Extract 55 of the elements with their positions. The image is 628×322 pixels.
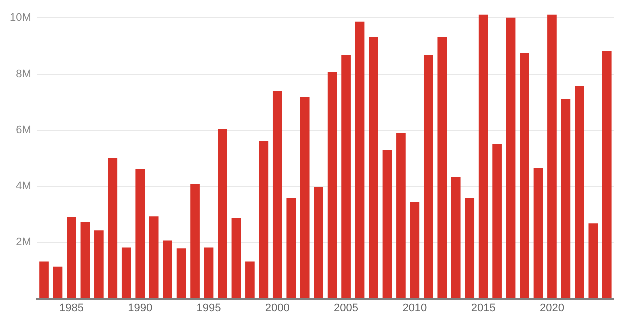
bar bbox=[561, 99, 571, 298]
bar bbox=[465, 198, 475, 298]
bar bbox=[602, 51, 612, 298]
x-tick-label: 2000 bbox=[265, 302, 290, 314]
bar bbox=[286, 198, 296, 298]
bar bbox=[355, 22, 365, 298]
bar bbox=[451, 177, 461, 298]
bar bbox=[149, 216, 159, 298]
bar bbox=[40, 262, 49, 298]
bar bbox=[218, 129, 228, 298]
bar bbox=[314, 187, 324, 298]
bar bbox=[80, 222, 90, 298]
bar bbox=[548, 14, 557, 298]
bar bbox=[328, 72, 338, 298]
bar bbox=[272, 91, 282, 298]
bar bbox=[53, 266, 63, 298]
bar bbox=[534, 168, 544, 298]
bar bbox=[108, 158, 118, 298]
bar bbox=[438, 37, 448, 298]
bar bbox=[94, 230, 104, 298]
bar bbox=[588, 224, 598, 298]
x-tick-label: 2010 bbox=[402, 302, 428, 314]
bar bbox=[575, 86, 584, 298]
bar bbox=[369, 37, 378, 298]
x-tick-label: 1985 bbox=[59, 302, 84, 314]
bar bbox=[259, 141, 269, 298]
bar bbox=[410, 202, 420, 298]
bar bbox=[136, 169, 146, 298]
bar bbox=[478, 14, 488, 298]
bar bbox=[67, 217, 76, 298]
bar bbox=[232, 218, 242, 298]
bar bbox=[382, 150, 392, 298]
bar bbox=[246, 262, 255, 298]
bar bbox=[163, 240, 172, 298]
y-tick-label: 10M bbox=[10, 12, 32, 24]
bar bbox=[300, 97, 310, 298]
bar bbox=[342, 54, 351, 298]
x-tick-label: 2005 bbox=[334, 302, 359, 314]
bar bbox=[492, 144, 502, 298]
bar bbox=[520, 53, 530, 298]
bar bbox=[176, 248, 186, 298]
x-tick-label: 2015 bbox=[471, 302, 496, 314]
bar bbox=[204, 248, 214, 298]
y-tick-label: 4M bbox=[16, 180, 32, 193]
y-tick-label: 8M bbox=[16, 68, 32, 80]
bar bbox=[190, 184, 200, 298]
bar bbox=[424, 54, 434, 298]
bar bbox=[506, 18, 516, 298]
x-tick-label: 1995 bbox=[196, 302, 222, 314]
bar bbox=[122, 248, 132, 298]
y-tick-label: 6M bbox=[16, 124, 32, 136]
x-tick-label: 1990 bbox=[128, 302, 153, 314]
x-tick-label: 2020 bbox=[540, 302, 564, 314]
bar bbox=[396, 133, 406, 298]
y-tick-label: 2M bbox=[16, 236, 32, 249]
